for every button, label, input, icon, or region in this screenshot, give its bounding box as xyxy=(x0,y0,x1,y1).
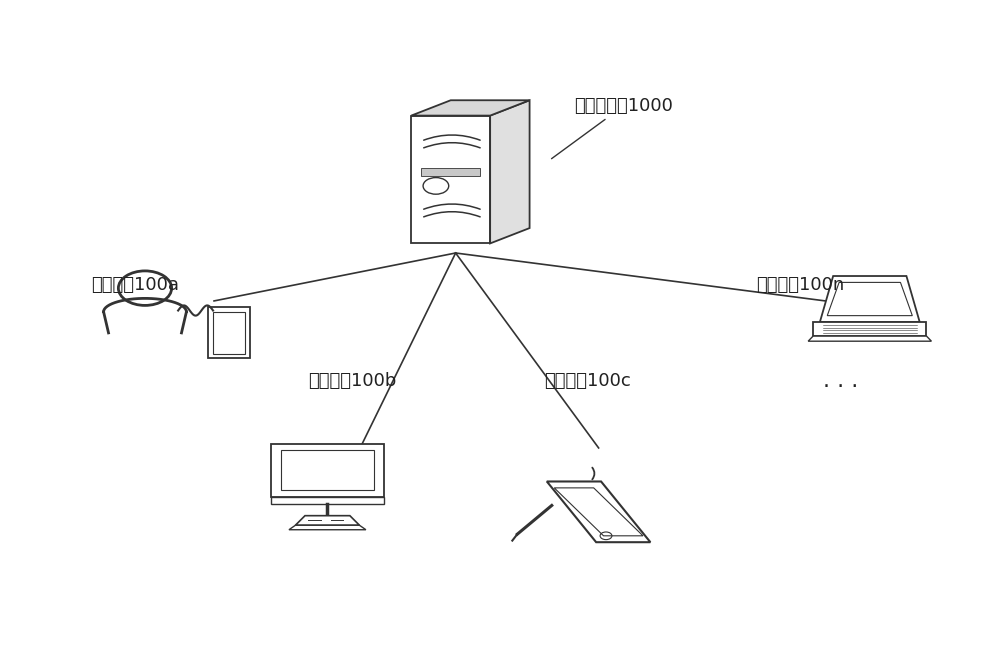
Polygon shape xyxy=(289,525,366,530)
Polygon shape xyxy=(208,308,250,358)
Polygon shape xyxy=(295,516,359,525)
Text: 用户终端100n: 用户终端100n xyxy=(756,276,845,294)
Polygon shape xyxy=(411,101,530,116)
Polygon shape xyxy=(554,488,643,536)
Polygon shape xyxy=(547,481,650,542)
Polygon shape xyxy=(271,496,384,504)
Text: 用户终端100c: 用户终端100c xyxy=(544,372,631,390)
Polygon shape xyxy=(421,168,480,176)
Polygon shape xyxy=(281,451,374,490)
Polygon shape xyxy=(213,311,245,354)
Polygon shape xyxy=(827,282,912,315)
Text: 业务服务器1000: 业务服务器1000 xyxy=(552,97,673,159)
Polygon shape xyxy=(411,116,490,244)
Polygon shape xyxy=(490,101,530,244)
Text: . . .: . . . xyxy=(823,371,858,391)
Polygon shape xyxy=(820,276,920,322)
Text: 用户终端100a: 用户终端100a xyxy=(91,276,179,294)
Polygon shape xyxy=(271,444,384,496)
Polygon shape xyxy=(808,336,931,342)
Polygon shape xyxy=(813,322,926,336)
Text: 用户终端100b: 用户终端100b xyxy=(308,372,396,390)
